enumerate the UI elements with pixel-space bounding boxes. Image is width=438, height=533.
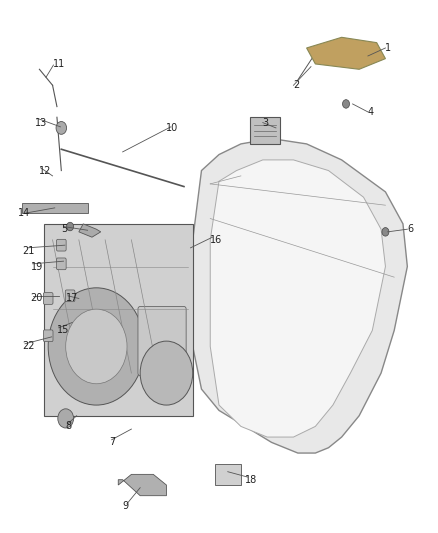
Text: 12: 12 bbox=[39, 166, 52, 175]
Polygon shape bbox=[22, 203, 88, 213]
Polygon shape bbox=[210, 160, 385, 437]
Text: 10: 10 bbox=[166, 123, 179, 133]
Polygon shape bbox=[118, 474, 166, 496]
Text: 2: 2 bbox=[293, 80, 300, 90]
FancyBboxPatch shape bbox=[65, 290, 75, 302]
Text: 21: 21 bbox=[22, 246, 34, 255]
Text: 18: 18 bbox=[245, 475, 258, 484]
Text: 3: 3 bbox=[263, 118, 269, 127]
Circle shape bbox=[67, 222, 74, 231]
Text: 6: 6 bbox=[407, 224, 413, 234]
Polygon shape bbox=[79, 224, 101, 237]
Polygon shape bbox=[215, 464, 241, 485]
FancyBboxPatch shape bbox=[43, 330, 53, 342]
Text: 15: 15 bbox=[57, 326, 69, 335]
FancyBboxPatch shape bbox=[57, 239, 66, 251]
Text: 16: 16 bbox=[210, 235, 223, 245]
Circle shape bbox=[140, 341, 193, 405]
Text: 14: 14 bbox=[18, 208, 30, 218]
Circle shape bbox=[66, 309, 127, 384]
Text: 13: 13 bbox=[35, 118, 47, 127]
Text: 11: 11 bbox=[53, 59, 65, 69]
Circle shape bbox=[48, 288, 145, 405]
Text: 4: 4 bbox=[368, 107, 374, 117]
Text: 22: 22 bbox=[22, 342, 35, 351]
Polygon shape bbox=[250, 117, 280, 144]
FancyBboxPatch shape bbox=[138, 306, 186, 376]
Circle shape bbox=[343, 100, 350, 108]
Text: 8: 8 bbox=[66, 422, 72, 431]
Polygon shape bbox=[307, 37, 385, 69]
Text: 7: 7 bbox=[110, 438, 116, 447]
Polygon shape bbox=[44, 224, 193, 416]
Text: 9: 9 bbox=[123, 502, 129, 511]
Text: 20: 20 bbox=[31, 294, 43, 303]
FancyBboxPatch shape bbox=[43, 293, 53, 304]
Text: 1: 1 bbox=[385, 43, 392, 53]
Text: 17: 17 bbox=[66, 294, 78, 303]
Circle shape bbox=[58, 409, 74, 428]
FancyBboxPatch shape bbox=[57, 258, 66, 270]
Text: 5: 5 bbox=[61, 224, 67, 234]
Text: 19: 19 bbox=[31, 262, 43, 271]
Circle shape bbox=[56, 122, 67, 134]
Polygon shape bbox=[193, 139, 407, 453]
Circle shape bbox=[382, 228, 389, 236]
